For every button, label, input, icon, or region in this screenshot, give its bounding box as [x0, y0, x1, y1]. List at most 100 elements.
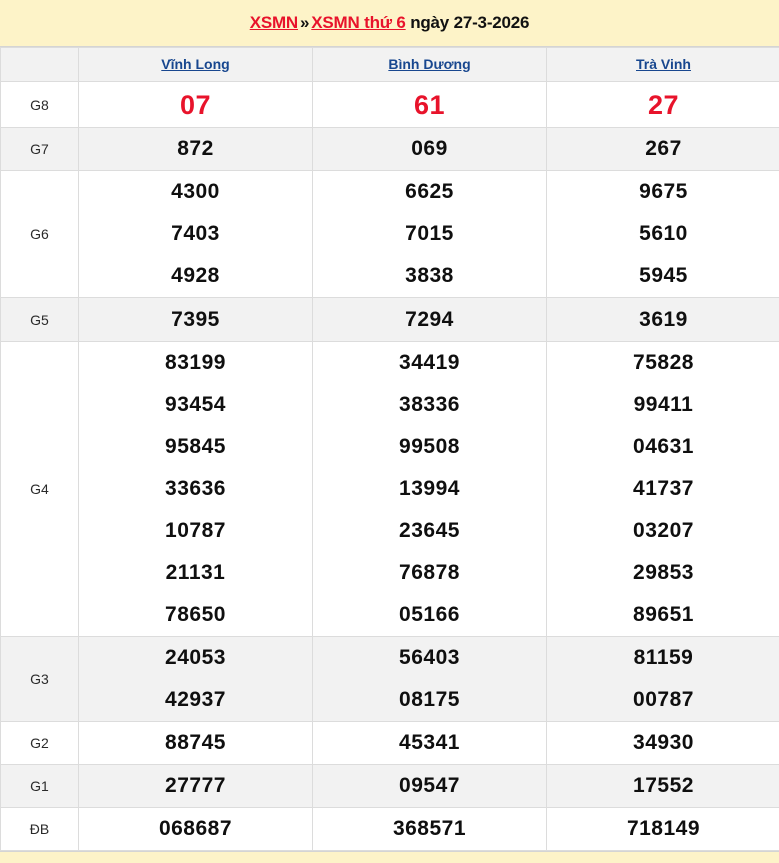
prize-number: 29853: [633, 561, 694, 584]
prize-number: 7403: [171, 222, 220, 245]
prize-row-G6: G6 4300 7403 4928 6625 7015 3838 9675 5610 5945: [0, 170, 779, 298]
prize-label-G7: G7: [0, 127, 79, 171]
prize-cell-ĐB-col0: 068687: [78, 807, 313, 851]
header-corner-cell: [0, 47, 79, 82]
header-province-2[interactable]: Trà Vinh: [546, 47, 779, 82]
breadcrumb-link-xsmn[interactable]: XSMN: [249, 13, 299, 32]
prize-cell-ĐB-col2: 718149: [546, 807, 779, 851]
prize-number: 42937: [165, 688, 226, 711]
prize-cell-G2-col0: 88745: [78, 721, 313, 765]
prize-cell-G8-col1: 61: [312, 81, 547, 128]
prize-cell-G1-col1: 09547: [312, 764, 547, 808]
prize-row-G8: G8 07 61 27: [0, 81, 779, 128]
prize-number: 07: [179, 89, 212, 120]
prize-label-G2: G2: [0, 721, 79, 765]
prize-number: 872: [177, 137, 214, 160]
prize-cell-G6-col0: 4300 7403 4928: [78, 170, 313, 298]
prize-number: 95845: [165, 435, 226, 458]
prize-number: 10787: [165, 519, 226, 542]
prize-label-G1: G1: [0, 764, 79, 808]
prize-number: 34930: [633, 731, 694, 754]
prize-number: 13994: [399, 477, 460, 500]
prize-cell-G7-col0: 872: [78, 127, 313, 171]
prize-number: 99508: [399, 435, 460, 458]
prize-number: 45341: [399, 731, 460, 754]
prize-number: 34419: [399, 351, 460, 374]
header-province-0[interactable]: Vĩnh Long: [78, 47, 313, 82]
prize-number: 3838: [405, 264, 454, 287]
prize-number: 93454: [165, 393, 226, 416]
prize-number: 368571: [392, 817, 467, 840]
prize-number: 17552: [633, 774, 694, 797]
prize-number: 38336: [399, 393, 460, 416]
breadcrumb-separator: »: [300, 13, 310, 32]
prize-number: 24053: [165, 646, 226, 669]
prize-number: 88745: [165, 731, 226, 754]
prize-label-ĐB: ĐB: [0, 807, 79, 851]
prize-number: 75828: [633, 351, 694, 374]
prize-number: 5945: [639, 264, 688, 287]
results-table-wrapper: Vĩnh Long Bình Dương Trà Vinh G8 07 61 27 G7…: [0, 46, 779, 852]
prize-number: 7015: [405, 222, 454, 245]
header-province-1[interactable]: Bình Dương: [312, 47, 547, 82]
prize-number: 05166: [399, 603, 460, 626]
prize-number: 03207: [633, 519, 694, 542]
prize-number: 068687: [158, 817, 233, 840]
prize-number: 718149: [626, 817, 701, 840]
table-head: Vĩnh Long Bình Dương Trà Vinh: [0, 47, 779, 82]
prize-row-ĐB: ĐB 068687 368571 718149: [0, 807, 779, 851]
prize-number: 27777: [165, 774, 226, 797]
prize-row-G7: G7 872 069 267: [0, 127, 779, 171]
prize-number: 4300: [171, 180, 220, 203]
prize-cell-G7-col1: 069: [312, 127, 547, 171]
prize-cell-ĐB-col1: 368571: [312, 807, 547, 851]
prize-number: 6625: [405, 180, 454, 203]
prize-number: 56403: [399, 646, 460, 669]
province-link-1[interactable]: Bình Dương: [388, 55, 471, 72]
prize-number: 267: [645, 137, 682, 160]
prize-cell-G3-col2: 81159 00787: [546, 636, 779, 722]
prize-label-G8: G8: [0, 81, 79, 128]
prize-number: 89651: [633, 603, 694, 626]
prize-cell-G1-col0: 27777: [78, 764, 313, 808]
result-date: ngày 27-3-2026: [410, 13, 530, 32]
prize-number: 4928: [171, 264, 220, 287]
prize-number: 61: [413, 89, 446, 120]
prize-label-G6: G6: [0, 170, 79, 298]
prize-row-G3: G3 24053 42937 56403 08175 81159 00787: [0, 636, 779, 722]
prize-cell-G2-col1: 45341: [312, 721, 547, 765]
prize-cell-G8-col2: 27: [546, 81, 779, 128]
prize-number: 00787: [633, 688, 694, 711]
breadcrumb-link-xsmn-thu-6[interactable]: XSMN thứ 6: [311, 13, 406, 32]
prize-number: 08175: [399, 688, 460, 711]
prize-cell-G4-col2: 75828 99411 04631 41737 03207 29853 89651: [546, 341, 779, 637]
prize-row-G2: G2 88745 45341 34930: [0, 721, 779, 765]
lottery-results-table: Vĩnh Long Bình Dương Trà Vinh G8 07 61 27 G7…: [0, 47, 779, 851]
prize-number: 99411: [633, 393, 694, 416]
prize-cell-G5-col0: 7395: [78, 297, 313, 342]
prize-cell-G3-col0: 24053 42937: [78, 636, 313, 722]
province-link-0[interactable]: Vĩnh Long: [161, 55, 230, 72]
prize-number: 41737: [633, 477, 694, 500]
prize-number: 21131: [165, 561, 226, 584]
province-link-2[interactable]: Trà Vinh: [636, 55, 691, 72]
page-title: XSMN» XSMN thứ 6 ngày 27-3-2026: [250, 13, 530, 33]
prize-number: 7294: [405, 307, 454, 331]
prize-cell-G1-col2: 17552: [546, 764, 779, 808]
prize-cell-G5-col1: 7294: [312, 297, 547, 342]
table-header-row: Vĩnh Long Bình Dương Trà Vinh: [0, 47, 779, 82]
page-header-band: XSMN» XSMN thứ 6 ngày 27-3-2026: [0, 0, 779, 46]
prize-number: 81159: [633, 646, 694, 669]
prize-row-G5: G5 7395 7294 3619: [0, 297, 779, 342]
prize-row-G4: G4 83199 93454 95845 33636 10787 21131 78650 344…: [0, 341, 779, 637]
prize-number: 9675: [639, 180, 688, 203]
prize-cell-G6-col1: 6625 7015 3838: [312, 170, 547, 298]
prize-label-G3: G3: [0, 636, 79, 722]
prize-number: 78650: [165, 603, 226, 626]
prize-number: 3619: [639, 307, 688, 331]
prize-number: 7395: [171, 307, 220, 331]
prize-cell-G4-col0: 83199 93454 95845 33636 10787 21131 78650: [78, 341, 313, 637]
footer-strip: [0, 852, 779, 863]
prize-number: 27: [647, 89, 680, 120]
